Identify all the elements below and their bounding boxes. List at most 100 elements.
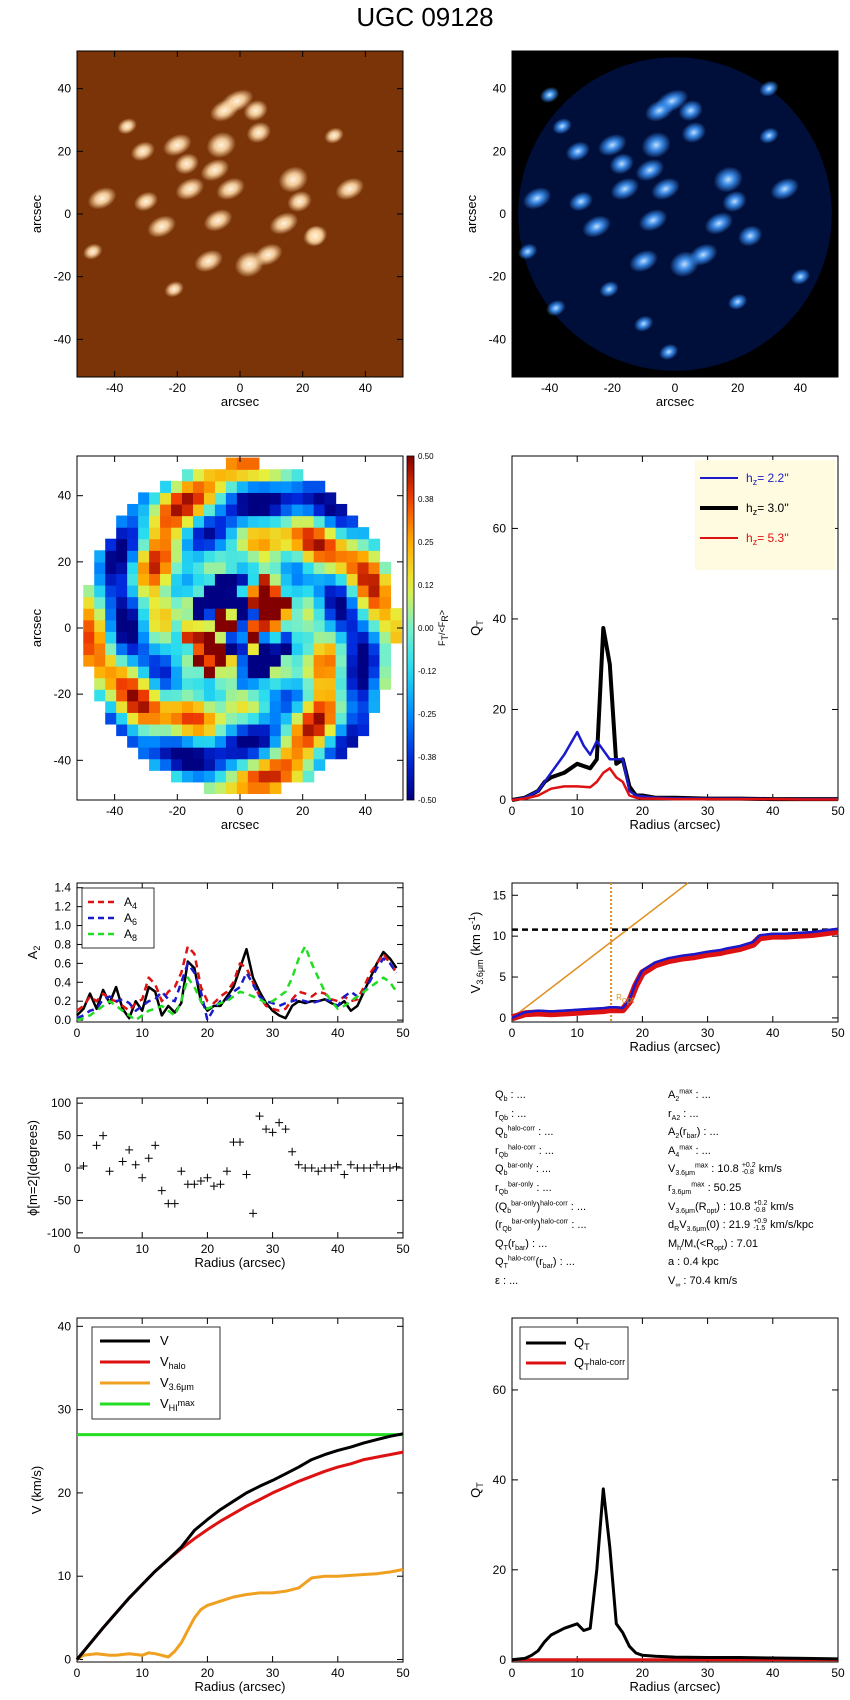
emission-blob-28 (634, 315, 654, 332)
force-cell (171, 723, 183, 737)
force-cell (138, 573, 150, 586)
force-cell (171, 735, 183, 748)
force-cell (214, 758, 227, 771)
force-cell (214, 631, 227, 644)
force-cell (149, 689, 161, 702)
force-cell (138, 561, 150, 575)
force-cell (214, 585, 227, 598)
force-cell (269, 585, 282, 598)
force-cell (149, 735, 161, 748)
force-cell (192, 758, 205, 771)
force-cell (203, 642, 216, 656)
force-cell (280, 770, 293, 783)
x-tick-label: 40 (766, 1666, 780, 1680)
force-cell (269, 781, 282, 794)
emission-blob-7 (175, 177, 205, 201)
emission-blob-14 (582, 215, 611, 238)
force-cell (258, 538, 271, 551)
force-cell (247, 747, 260, 760)
force-cell (171, 712, 183, 725)
force-cell (116, 585, 128, 598)
force-cell (116, 700, 128, 713)
force-cell (225, 689, 238, 702)
force-cell (302, 503, 315, 517)
force-cell (138, 723, 150, 737)
force-cell (280, 503, 293, 517)
force-cell (335, 689, 348, 702)
force-cell (291, 480, 304, 493)
plot-frame (76, 1097, 404, 1239)
plot-frame (511, 1317, 839, 1663)
force-cell (171, 619, 183, 632)
force-cell (247, 515, 260, 528)
plot-frame (76, 50, 404, 378)
x-tick-label: 20 (636, 804, 650, 818)
force-cell (302, 538, 315, 551)
force-cell (203, 735, 216, 748)
force-cell (258, 758, 271, 771)
force-cell (182, 515, 194, 528)
colorbar-label: FT/<FR> (437, 610, 450, 646)
force-cell (182, 619, 194, 632)
force-cell (94, 689, 106, 702)
force-cell (357, 723, 370, 737)
force-cell (160, 596, 172, 609)
x-tick-label: 50 (396, 1242, 410, 1256)
force-cell (269, 723, 282, 737)
force-cell (302, 550, 315, 563)
param-vinf: V∞ : 70.4 km/s (668, 1274, 738, 1290)
x-axis-label: Radius (arcsec) (629, 1679, 720, 1694)
force-cell (302, 642, 315, 656)
force-cell (214, 712, 227, 725)
y-tick-label: 0 (499, 207, 506, 221)
force-cell (192, 770, 205, 783)
force-cell (390, 631, 403, 644)
colorbar-tick-label: -0.38 (418, 753, 437, 762)
force-cell (357, 689, 370, 702)
force-cell (357, 585, 370, 598)
force-cell (105, 666, 117, 679)
force-cell (269, 666, 282, 679)
force-cell (182, 538, 194, 551)
param-qb-bar-halo: (Qbbar-only)halo-corr : ... (495, 1199, 587, 1215)
force-cell (324, 515, 337, 528)
force-cell (291, 758, 304, 771)
y-tick-label: -20 (489, 270, 507, 284)
y-tick-label: -40 (54, 753, 72, 767)
force-cell (335, 515, 348, 528)
force-cell (182, 770, 194, 783)
force-cell (247, 781, 260, 794)
force-cell (313, 538, 326, 551)
force-cell (116, 550, 128, 563)
force-cell (280, 550, 293, 563)
force-cell (291, 654, 304, 667)
force-cell (149, 527, 161, 540)
force-cell (127, 712, 139, 725)
force-cell (214, 700, 227, 713)
force-cell (83, 596, 95, 609)
force-cell (269, 469, 282, 482)
force-cell (335, 700, 348, 713)
force-cell (236, 758, 249, 771)
phase-point (138, 1173, 147, 1182)
force-cell (269, 747, 282, 760)
series-line-2 (76, 957, 398, 1022)
force-cell (149, 538, 161, 551)
force-cell (225, 527, 238, 540)
force-cell (269, 654, 282, 667)
force-cell (247, 666, 260, 679)
force-cell (357, 654, 370, 667)
force-cell (379, 573, 392, 586)
force-cell (214, 480, 227, 493)
force-cell (247, 712, 260, 725)
series-line-0 (510, 927, 839, 1022)
force-cell (127, 527, 139, 540)
force-cell (182, 492, 194, 505)
force-cell (368, 573, 381, 586)
force-cell (203, 747, 216, 760)
force-cell (225, 654, 238, 667)
emission-blob-23 (518, 243, 538, 260)
force-cell (203, 492, 216, 505)
legend-label: QThalo-corr (574, 1355, 625, 1372)
force-cell (324, 608, 337, 621)
